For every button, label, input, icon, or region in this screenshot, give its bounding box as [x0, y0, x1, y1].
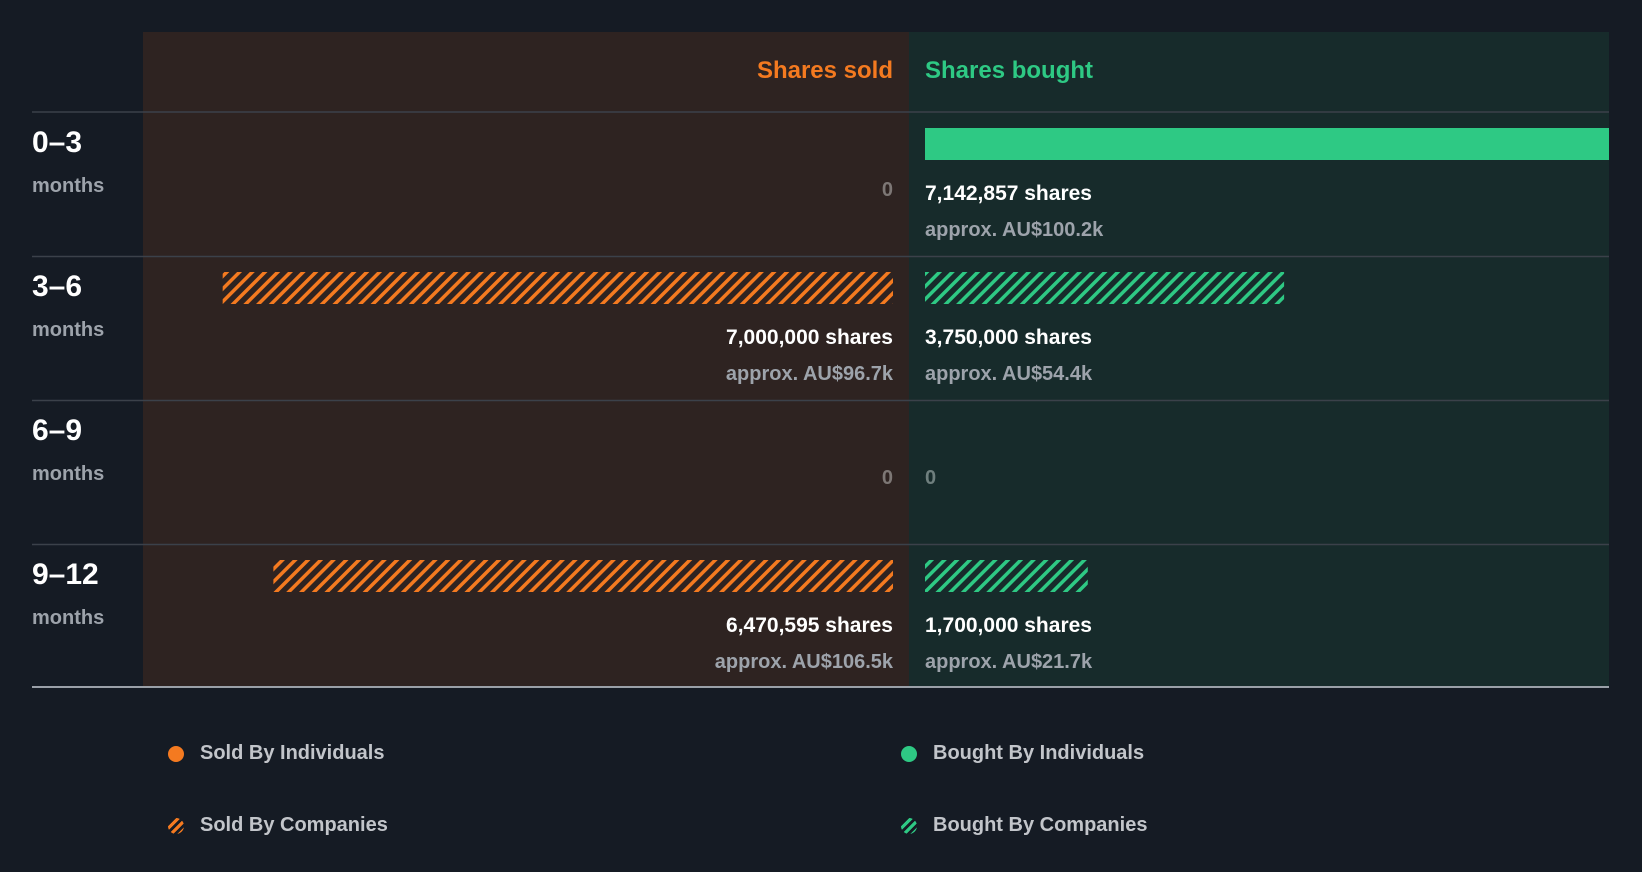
- bought-value-label: approx. AU$100.2k: [925, 219, 1104, 241]
- legend-sold-individuals-label: Sold By Individuals: [200, 742, 385, 764]
- row-range-label: 3–6: [32, 270, 82, 303]
- insider-trading-chart: Shares sold Shares bought 0–3 months 0 7,14…: [32, 32, 1609, 688]
- sold-zero-label: 0: [882, 179, 893, 201]
- legend-sold-companies-label: Sold By Companies: [200, 814, 388, 836]
- row-range-label: 9–12: [32, 558, 99, 591]
- row-range-label: 0–3: [32, 126, 82, 159]
- legend-bought-individuals: Bought By Individuals: [901, 742, 1144, 765]
- row-range-label: 6–9: [32, 414, 82, 447]
- bought-value-label: approx. AU$54.4k: [925, 363, 1093, 385]
- legend-bought-individuals-swatch: [901, 745, 917, 762]
- row-unit-label: months: [32, 607, 104, 629]
- bought-value-label: approx. AU$21.7k: [925, 651, 1093, 673]
- row-unit-label: months: [32, 319, 104, 341]
- sold-value-label: approx. AU$96.7k: [726, 363, 894, 385]
- legend-sold-companies: Sold By Companies: [168, 814, 388, 837]
- bought-bar: [925, 272, 1285, 304]
- sold-column-header: Shares sold: [757, 57, 893, 84]
- row-unit-label: months: [32, 463, 104, 485]
- sold-value-label: approx. AU$106.5k: [715, 651, 894, 673]
- legend-bought-companies-label: Bought By Companies: [933, 814, 1148, 836]
- sold-zero-label: 0: [882, 467, 893, 489]
- sold-bar: [273, 560, 893, 592]
- bought-bar: [925, 128, 1609, 160]
- sold-shares-label: 7,000,000 shares: [726, 326, 893, 349]
- legend-bought-companies: Bought By Companies: [901, 814, 1147, 837]
- legend-bought-companies-swatch: [901, 817, 917, 834]
- sold-bar: [222, 272, 893, 304]
- bought-zero-label: 0: [925, 467, 936, 489]
- bought-shares-label: 3,750,000 shares: [925, 326, 1092, 349]
- legend-bought-individuals-label: Bought By Individuals: [933, 742, 1145, 764]
- bought-bar: [925, 560, 1088, 592]
- legend-sold-companies-swatch: [168, 817, 184, 834]
- bought-shares-label: 1,700,000 shares: [925, 614, 1092, 637]
- bought-shares-label: 7,142,857 shares: [925, 182, 1092, 205]
- sold-shares-label: 6,470,595 shares: [726, 614, 893, 637]
- legend-sold-individuals: Sold By Individuals: [168, 742, 384, 765]
- bought-column-header: Shares bought: [925, 57, 1093, 84]
- legend-sold-individuals-swatch: [168, 745, 184, 762]
- row-unit-label: months: [32, 175, 104, 197]
